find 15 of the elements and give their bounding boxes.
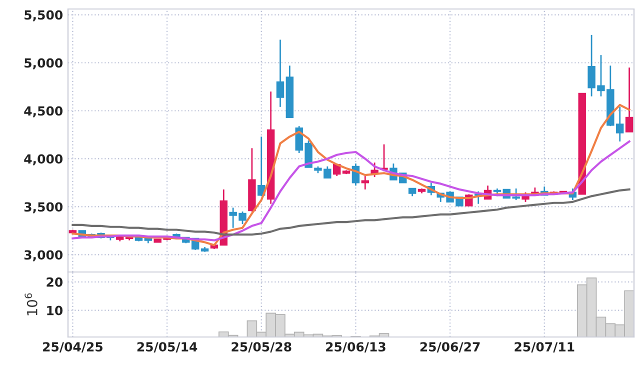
y-tick-label: 10 — [47, 306, 63, 316]
x-tick-label: 25/05/14 — [137, 342, 198, 353]
y-tick-label: 3,000 — [24, 250, 63, 262]
y-tick-label: 5,000 — [24, 58, 63, 70]
y-axis-title: 10$^{6}$ — [24, 293, 38, 316]
y-tick-label: 4,000 — [24, 154, 63, 166]
x-tick-label: 25/06/13 — [326, 342, 386, 353]
x-tick-label: 25/04/25 — [43, 342, 102, 353]
x-tick-label: 25/05/28 — [232, 342, 292, 353]
x-tick-label: 25/07/11 — [514, 342, 574, 353]
y-tick-label: 4,500 — [24, 106, 63, 118]
x-tick-label: 25/06/27 — [420, 342, 480, 353]
y-tick-label: 3,500 — [24, 202, 63, 214]
y-tick-label: 5,500 — [24, 10, 63, 22]
y-tick-label: 20 — [46, 277, 63, 287]
